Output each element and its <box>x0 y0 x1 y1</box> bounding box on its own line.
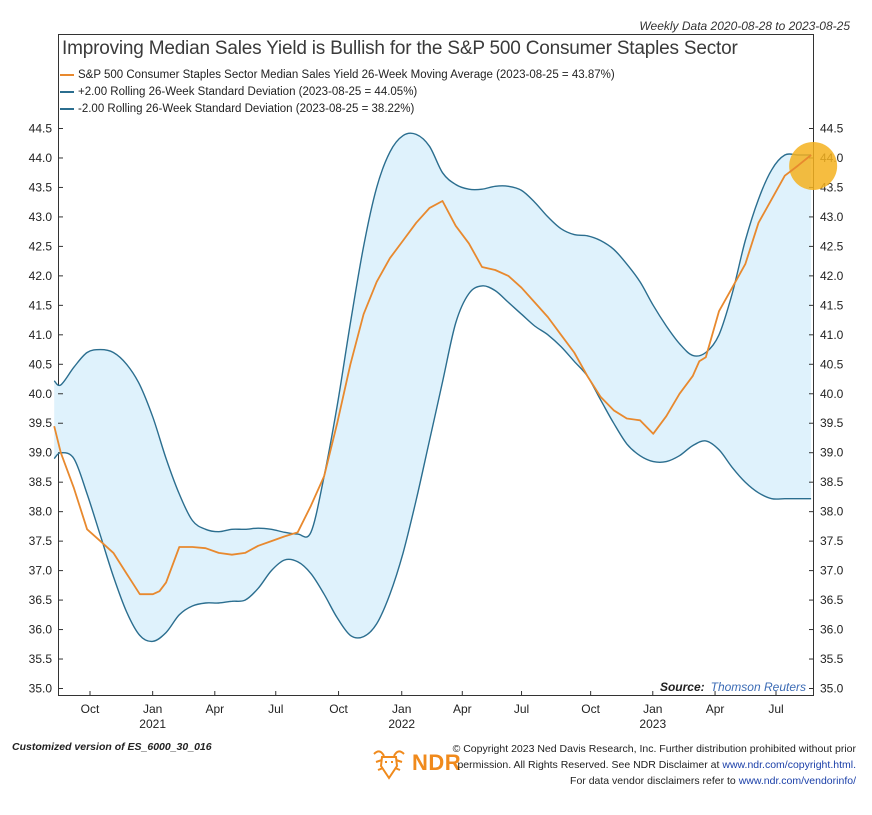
x-tick-label: Jan <box>392 702 411 716</box>
y-tick-label-left: 42.0 <box>29 269 53 283</box>
copyright-line-1: © Copyright 2023 Ned Davis Research, Inc… <box>452 743 856 755</box>
x-tick-label: Apr <box>453 702 472 716</box>
x-tick-label: Jul <box>514 702 529 716</box>
y-tick-label-right: 39.5 <box>820 416 844 430</box>
footer-copyright: © Copyright 2023 Ned Davis Research, Inc… <box>453 741 856 789</box>
y-tick-label-right: 40.0 <box>820 387 844 401</box>
footer-version: Customized version of ES_6000_30_016 <box>12 741 212 753</box>
y-tick-label-right: 35.0 <box>820 682 844 696</box>
y-tick-label-left: 37.5 <box>29 534 53 548</box>
y-tick-label-left: 38.5 <box>29 475 53 489</box>
chart-title: Improving Median Sales Yield is Bullish … <box>62 38 738 59</box>
lower-band-line <box>53 285 812 643</box>
logo-text: NDR <box>412 750 462 775</box>
y-tick-label-left: 35.0 <box>29 682 53 696</box>
band-fill <box>54 133 812 642</box>
y-tick-label-left: 41.5 <box>29 298 53 312</box>
highlight-circle <box>789 141 838 190</box>
y-tick-label-right: 38.0 <box>820 505 844 519</box>
data-range-note: Weekly Data 2020-08-28 to 2023-08-25 <box>639 19 850 33</box>
x-tick-label: Jul <box>268 702 283 716</box>
copyright-line-2-text: permission. All Rights Reserved. See NDR… <box>457 759 723 771</box>
y-tick-label-left: 35.5 <box>29 652 53 666</box>
x-year-label: 2021 <box>139 717 166 731</box>
chart-svg: 35.0 35.0 35.5 35.5 36.0 36.0 36.5 36.5 37.0 37.0… <box>29 122 844 732</box>
legend-swatch-median <box>60 73 74 76</box>
x-tick-label: Jan <box>643 702 662 716</box>
y-tick-label-left: 42.5 <box>29 239 53 253</box>
y-tick-label-right: 38.5 <box>820 475 844 489</box>
y-tick-label-left: 40.0 <box>29 387 53 401</box>
x-year-label: 2022 <box>388 717 415 731</box>
y-tick-label-right: 39.0 <box>820 446 844 460</box>
bull-icon <box>373 750 405 780</box>
x-tick-label: Oct <box>81 702 100 716</box>
x-tick-label: Apr <box>205 702 224 716</box>
y-tick-label-left: 39.5 <box>29 416 53 430</box>
y-tick-label-left: 44.5 <box>29 122 53 136</box>
source-label: Source: <box>659 680 705 694</box>
upper-band-line <box>53 132 812 538</box>
legend-item-upper: +2.00 Rolling 26-Week Standard Deviation… <box>60 83 615 100</box>
y-tick-label-right: 42.0 <box>820 269 844 283</box>
plot-frame <box>58 34 814 696</box>
x-tick-label: Oct <box>581 702 600 716</box>
y-tick-label-left: 36.5 <box>29 593 53 607</box>
y-tick-label-right: 41.5 <box>820 298 844 312</box>
x-tick-label: Apr <box>706 702 725 716</box>
x-year-label: 2023 <box>639 717 666 731</box>
y-tick-label-left: 43.0 <box>29 210 53 224</box>
copyright-line-3: For data vendor disclaimers refer to www… <box>453 773 856 789</box>
legend-swatch-lower <box>60 107 74 110</box>
copyright-line-2: permission. All Rights Reserved. See NDR… <box>453 757 856 773</box>
y-tick-label-right: 36.5 <box>820 593 844 607</box>
copyright-line-3-text: For data vendor disclaimers refer to <box>570 775 739 787</box>
legend-label-median: S&P 500 Consumer Staples Sector Median S… <box>78 68 615 81</box>
y-tick-label-left: 39.0 <box>29 446 53 460</box>
legend-item-lower: -2.00 Rolling 26-Week Standard Deviation… <box>60 100 615 117</box>
y-tick-label-right: 37.5 <box>820 534 844 548</box>
source-note: Source: Thomson Reuters <box>660 680 806 694</box>
source-value: Thomson Reuters <box>710 680 806 694</box>
y-tick-label-left: 37.0 <box>29 564 53 578</box>
legend-label-upper: +2.00 Rolling 26-Week Standard Deviation… <box>78 85 418 98</box>
legend-item-median: S&P 500 Consumer Staples Sector Median S… <box>60 66 615 83</box>
y-tick-label-right: 43.0 <box>820 210 844 224</box>
y-tick-label-right: 35.5 <box>820 652 844 666</box>
y-tick-label-left: 38.0 <box>29 505 53 519</box>
y-tick-label-left: 40.5 <box>29 357 53 371</box>
x-tick-label: Jul <box>768 702 783 716</box>
vendor-link[interactable]: www.ndr.com/vendorinfo/ <box>738 775 856 787</box>
x-tick-label: Jan <box>143 702 162 716</box>
y-tick-label-right: 40.5 <box>820 357 844 371</box>
y-tick-label-right: 42.5 <box>820 239 844 253</box>
legend-swatch-upper <box>60 90 74 93</box>
ndr-logo: NDR <box>370 744 461 782</box>
legend: S&P 500 Consumer Staples Sector Median S… <box>60 66 615 117</box>
y-tick-label-left: 44.0 <box>29 151 53 165</box>
legend-label-lower: -2.00 Rolling 26-Week Standard Deviation… <box>78 102 415 115</box>
copyright-link[interactable]: www.ndr.com/copyright.html. <box>722 759 856 771</box>
x-tick-label: Oct <box>329 702 348 716</box>
median-line <box>53 154 812 596</box>
y-tick-label-left: 36.0 <box>29 623 53 637</box>
y-tick-label-right: 36.0 <box>820 623 844 637</box>
y-tick-label-left: 41.0 <box>29 328 53 342</box>
y-tick-label-right: 41.0 <box>820 328 844 342</box>
y-tick-label-right: 44.5 <box>820 122 844 136</box>
y-tick-label-left: 43.5 <box>29 180 53 194</box>
y-tick-label-right: 37.0 <box>820 564 844 578</box>
